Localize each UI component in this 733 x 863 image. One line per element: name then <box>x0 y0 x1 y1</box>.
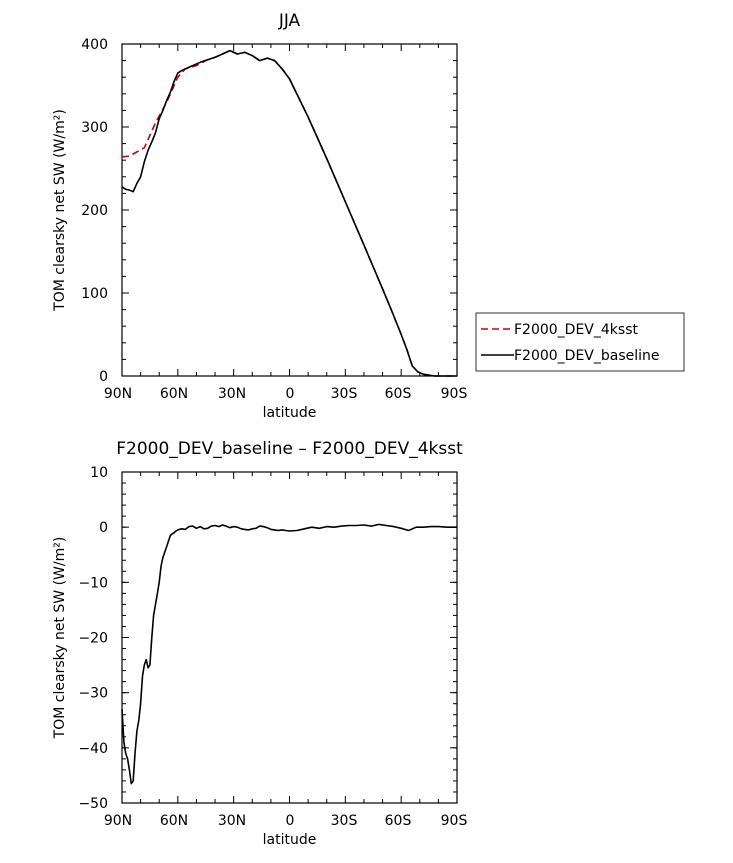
y-tick-label: 400 <box>81 37 108 53</box>
y-axis-label: TOM clearsky net SW (W/m²) <box>52 537 68 740</box>
x-tick-label: 30N <box>218 386 246 402</box>
series-line-f2000-dev-baseline <box>121 49 457 377</box>
y-tick-label: −20 <box>78 631 108 647</box>
x-tick-label: 30S <box>331 386 358 402</box>
x-tick-label: 90N <box>104 813 132 829</box>
x-tick-label: 30N <box>218 813 246 829</box>
x-tick-label: 0 <box>286 386 295 402</box>
x-tick-label: 60S <box>385 813 412 829</box>
x-axis-label: latitude <box>263 832 317 848</box>
x-tick-label: 60S <box>385 386 412 402</box>
y-tick-label: −40 <box>78 741 108 757</box>
y-tick-label: 300 <box>81 120 108 136</box>
y-tick-label: 100 <box>81 286 108 302</box>
legend-label: F2000_DEV_4ksst <box>514 322 638 338</box>
x-tick-label: 30S <box>331 813 358 829</box>
y-tick-label: −30 <box>78 686 108 702</box>
legend-box <box>475 312 685 372</box>
y-tick-label: 0 <box>99 369 108 385</box>
x-tick-label: 60N <box>160 386 188 402</box>
series-line-f2000-dev-4ksst <box>121 49 457 377</box>
legend-label: F2000_DEV_baseline <box>514 348 660 364</box>
x-tick-label: 90S <box>441 813 468 829</box>
chart-title: JJA <box>278 11 301 31</box>
y-tick-label: 0 <box>99 520 108 536</box>
y-tick-label: −10 <box>78 575 108 591</box>
x-tick-label: 60N <box>160 813 188 829</box>
series-line-difference <box>121 523 457 785</box>
plot-frame-2 <box>121 471 458 804</box>
x-tick-label: 90N <box>104 386 132 402</box>
y-axis-label: TOM clearsky net SW (W/m²) <box>52 109 68 312</box>
plot-frame-1 <box>121 43 458 377</box>
y-tick-label: 200 <box>81 203 108 219</box>
x-tick-label: 0 <box>286 813 295 829</box>
y-tick-label: 10 <box>90 465 108 481</box>
y-tick-label: −50 <box>78 796 108 812</box>
chart-title: F2000_DEV_baseline – F2000_DEV_4ksst <box>116 439 463 459</box>
x-axis-label: latitude <box>263 405 317 421</box>
x-tick-label: 90S <box>441 386 468 402</box>
